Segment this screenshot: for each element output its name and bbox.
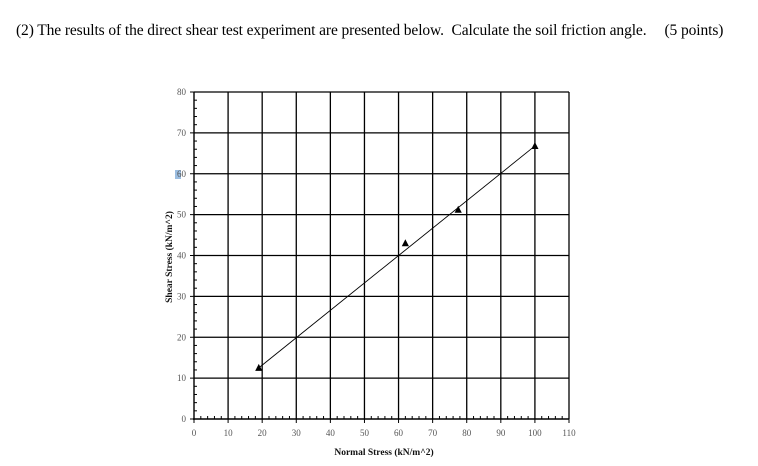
y-tick-label: 20 xyxy=(177,332,187,342)
triangle-marker xyxy=(401,239,409,247)
data-points xyxy=(255,141,539,371)
triangle-marker xyxy=(454,205,462,213)
y-tick-label: 40 xyxy=(177,251,187,261)
x-tick-label: 0 xyxy=(192,428,197,438)
x-axis-tick-labels: 0 10 20 30 40 50 60 70 80 90 100 110 xyxy=(192,428,576,438)
question-body: (2) The results of the direct shear test… xyxy=(16,22,647,39)
triangle-marker xyxy=(531,141,539,149)
x-tick-label: 110 xyxy=(562,428,576,438)
x-tick-label: 80 xyxy=(462,428,472,438)
trend-line xyxy=(258,145,536,369)
y-tick-label: 50 xyxy=(177,210,187,220)
x-tick-label: 20 xyxy=(258,428,268,438)
x-tick-label: 70 xyxy=(428,428,438,438)
fit-line xyxy=(258,145,536,369)
y-tick-label: 30 xyxy=(177,291,187,301)
x-tick-label: 90 xyxy=(496,428,506,438)
text-selection-highlight xyxy=(175,170,181,179)
x-tick-label: 50 xyxy=(360,428,370,438)
x-tick-label: 100 xyxy=(528,428,542,438)
question-points: (5 points) xyxy=(664,22,724,39)
y-tick-label: 10 xyxy=(177,373,187,383)
y-tick-label: 80 xyxy=(177,87,187,97)
x-tick-label: 60 xyxy=(394,428,404,438)
x-tick-label: 40 xyxy=(326,428,336,438)
y-axis-title: Shear Stress (kN/m^2) xyxy=(164,211,175,303)
question-text: (2) The results of the direct shear test… xyxy=(16,22,723,40)
y-tick-label: 60 xyxy=(177,169,187,179)
y-tick-label: 0 xyxy=(182,414,187,424)
y-axis-tick-labels: 0 10 20 30 40 50 60 70 80 xyxy=(177,87,187,424)
x-tick-label: 10 xyxy=(224,428,234,438)
x-tick-label: 30 xyxy=(292,428,302,438)
chart-grid xyxy=(193,91,570,420)
y-tick-label: 70 xyxy=(177,128,187,138)
triangle-marker xyxy=(255,363,263,371)
x-axis-title: Normal Stress (kN/m^2) xyxy=(334,447,433,458)
chart-minor-ticks xyxy=(190,91,570,423)
